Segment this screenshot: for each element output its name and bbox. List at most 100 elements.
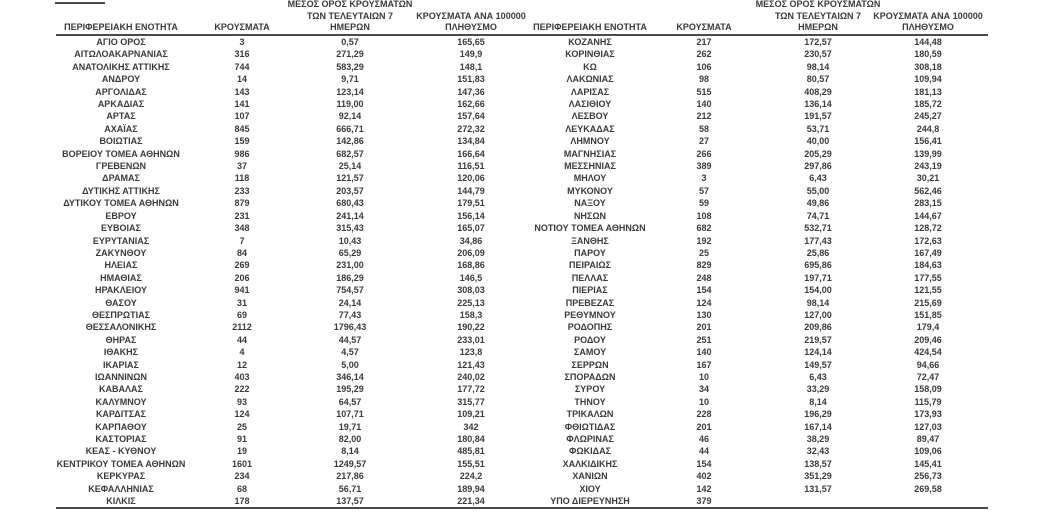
avg7-cell: 754,57 [336,285,364,296]
table-row: ΒΟΡΕΙΟΥ ΤΟΜΕΑ ΑΘΗΝΩΝ 986 682,57 166,64 ΜΑΓΝΗ… [56,148,988,160]
cases-cell: 154 [696,285,712,296]
cases-cell: 108 [696,210,712,221]
cases-cell: 68 [236,483,247,494]
region-cell: ΧΑΛΚΙΔΙΚΗΣ [562,458,618,469]
cases-cell: 141 [234,99,250,110]
cases-cell: 12 [236,359,247,370]
table-row: ΚΑΡΔΙΤΣΑΣ 124 107,71 109,21 ΤΡΙΚΑΛΩΝ 228 196,2… [56,408,988,420]
header-avg7-left: ΜΕΣΟΣ ΟΡΟΣ ΚΡΟΥΣΜΑΤΩΝ ΤΩΝ ΤΕΛΕΥΤΑΙΩΝ 7 Η… [288,0,413,34]
per100k-cell: 156,41 [914,136,942,147]
avg7-cell: 583,29 [336,61,364,72]
cases-cell: 222 [234,384,250,395]
avg7-cell: 55,00 [806,185,830,196]
per100k-cell: 240,02 [457,371,485,382]
cases-cell: 266 [696,148,712,159]
cases-cell: 248 [696,272,712,283]
per100k-cell: 162,66 [457,99,485,110]
region-cell: ΚΑΒΑΛΑΣ [99,384,143,395]
cases-cell: 58 [698,123,709,134]
region-cell: ΚΑΡΠΑΘΟΥ [95,421,147,432]
region-cell: ΕΒΡΟΥ [105,210,137,221]
cases-cell: 192 [696,235,712,246]
table-row: ΙΘΑΚΗΣ 4 4,57 123,8 ΣΑΜΟΥ 140 124,14 424,54 [56,346,988,358]
avg7-cell: 124,14 [804,347,832,358]
per100k-cell: 168,86 [457,260,485,271]
region-cell: ΥΠΟ ΔΙΕΡΕΥΝΗΣΗ [550,496,630,507]
region-cell: ΘΕΣΠΡΩΤΙΑΣ [91,309,151,320]
per100k-cell: 209,46 [914,334,942,345]
per100k-cell: 120,06 [457,173,485,184]
table-row: ΔΡΑΜΑΣ 118 121,57 120,06 ΜΗΛΟΥ 3 6,43 30,21 [56,172,988,184]
avg7-cell: 107,71 [336,409,364,420]
cases-cell: 59 [698,198,709,209]
header-region-right: ΠΕΡΙΦΕΡΕΙΑΚΗ ΕΝΟΤΗΤΑ [533,0,647,34]
avg7-cell: 682,57 [336,148,364,159]
avg7-cell: 315,43 [336,223,364,234]
table-row: ΚΕΡΚΥΡΑΣ 234 217,86 224,2 ΧΑΝΙΩΝ 402 351,29 256… [56,470,988,482]
per100k-cell: 144,67 [914,210,942,221]
per100k-cell: 94,66 [916,359,940,370]
cases-cell: 19 [236,446,247,457]
avg7-cell: 49,86 [806,198,830,209]
avg7-cell: 32,43 [806,446,830,457]
avg7-cell: 98,14 [806,297,830,308]
region-cell: ΠΑΡΟΥ [574,247,606,258]
region-cell: ΦΛΩΡΙΝΑΣ [566,434,614,444]
region-cell: ΙΚΑΡΙΑΣ [103,359,139,370]
avg7-cell: 297,86 [804,161,832,172]
region-cell: ΗΛΕΙΑΣ [104,260,138,271]
per100k-cell: 127,03 [914,421,942,432]
per100k-cell: 256,73 [914,471,942,482]
header-per100k-line2: ΠΛΗΘΥΣΜΟ [902,21,954,32]
avg7-cell: 25,14 [338,161,362,172]
per100k-cell: 89,47 [916,434,940,444]
avg7-cell: 351,29 [804,471,832,482]
cases-cell: 34 [698,384,709,395]
avg7-cell: 136,14 [804,99,832,110]
cases-cell: 178 [234,496,250,507]
region-cell: ΙΩΑΝΝΙΝΩΝ [95,371,147,382]
avg7-cell: 1249,57 [333,458,367,469]
region-cell: ΔΥΤΙΚΗΣ ΑΤΤΙΚΗΣ [82,185,160,196]
cases-cell: 348 [234,223,250,234]
avg7-cell: 56,71 [338,483,362,494]
avg7-cell: 24,14 [338,297,362,308]
per100k-cell: 166,64 [457,148,485,159]
cases-cell: 98 [698,74,709,85]
per100k-cell: 308,18 [914,61,942,72]
cases-cell: 25 [698,247,709,258]
avg7-cell: 230,57 [804,49,832,60]
cases-cell: 7 [239,235,245,246]
per100k-cell: 283,15 [914,198,942,209]
cases-cell: 107 [234,111,250,122]
region-cell: ΣΠΟΡΑΔΩΝ [564,371,616,382]
avg7-cell: 65,29 [338,247,362,258]
per100k-cell: 180,59 [914,49,942,60]
cases-cell: 159 [234,136,250,147]
cases-cell: 234 [234,471,250,482]
region-cell: ΑΡΤΑΣ [106,111,136,122]
header-avg7-line3: ΗΜΕΡΩΝ [798,21,838,32]
per100k-cell: 109,94 [914,74,942,85]
region-cell: ΔΡΑΜΑΣ [102,173,140,184]
cases-cell: 231 [234,210,250,221]
region-cell: ΝΑΞΟΥ [574,198,606,209]
region-cell: ΛΗΜΝΟΥ [570,136,610,147]
region-cell: ΠΡΕΒΕΖΑΣ [565,297,615,308]
cases-cell: 124 [696,297,712,308]
region-cell: ΠΕΙΡΑΙΩΣ [569,260,611,271]
header-region-label: ΠΕΡΙΦΕΡΕΙΑΚΗ ΕΝΟΤΗΤΑ [533,21,647,32]
avg7-cell: 25,86 [806,247,830,258]
per100k-cell: 244,8 [916,123,940,134]
per100k-cell: 30,21 [916,173,940,184]
cases-cell: 142 [696,483,712,494]
table-row: ΖΑΚΥΝΘΟΥ 84 65,29 206,09 ΠΑΡΟΥ 25 25,86 167,49 [56,247,988,259]
avg7-cell: 138,57 [804,458,832,469]
avg7-cell: 680,43 [336,198,364,209]
cases-cell: 84 [236,247,247,258]
avg7-cell: 142,86 [336,136,364,147]
table-row: ΗΜΑΘΙΑΣ 206 186,29 146,5 ΠΕΛΛΑΣ 248 197,71 177,… [56,272,988,284]
cases-cell: 124 [234,409,250,420]
region-cell: ΦΘΙΩΤΙΔΑΣ [564,421,616,432]
per100k-cell: 147,36 [457,86,485,97]
